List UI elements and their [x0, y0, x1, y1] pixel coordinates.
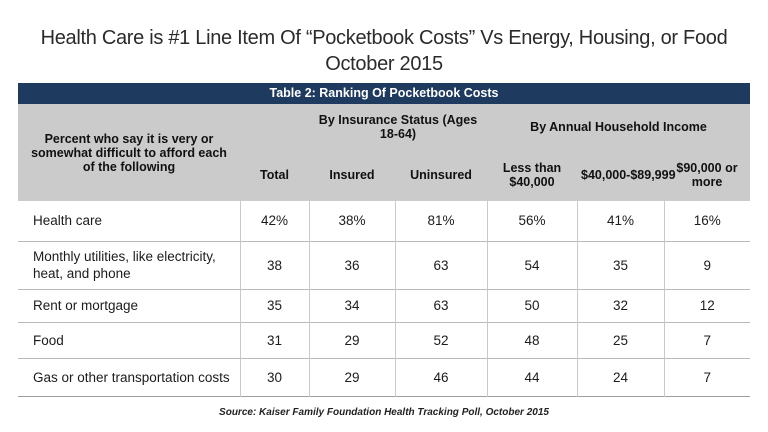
- row-header-label: Percent who say it is very or somewhat d…: [18, 104, 240, 201]
- data-table: Percent who say it is very or somewhat d…: [18, 104, 750, 397]
- cell-value: 63: [394, 241, 487, 289]
- column-header-90k-or-more: $90,000 or more: [664, 149, 750, 201]
- slide-title-line2: October 2015: [325, 53, 443, 75]
- cell-value: 29: [308, 322, 395, 358]
- cell-value: 9: [663, 241, 750, 289]
- cell-value: 52: [394, 322, 487, 358]
- cell-value: 63: [394, 289, 487, 322]
- cell-value: 24: [576, 358, 664, 396]
- cell-value: 48: [486, 322, 577, 358]
- cell-value: 32: [576, 289, 664, 322]
- column-header-less-than-40k: Less than $40,000: [487, 149, 577, 201]
- table-row: Food 31 29 52 48 25 7: [18, 322, 750, 358]
- cell-value: 25: [576, 322, 664, 358]
- slide-title-line1: Health Care is #1 Line Item Of “Pocketbo…: [40, 27, 728, 49]
- cell-value: 41%: [576, 201, 664, 241]
- table-header: Percent who say it is very or somewhat d…: [18, 104, 750, 201]
- cell-value: 50: [486, 289, 577, 322]
- table-caption: Table 2: Ranking Of Pocketbook Costs: [18, 83, 750, 104]
- table-row: Health care 42% 38% 81% 56% 41% 16%: [18, 201, 750, 241]
- column-header-total: Total: [240, 149, 309, 201]
- spacer-cell: [240, 104, 309, 149]
- cell-value: 46: [394, 358, 487, 396]
- header-sub-row: Total Insured Uninsured Less than $40,00…: [18, 149, 750, 201]
- row-label: Monthly utilities, like electricity, hea…: [18, 241, 240, 289]
- cell-value: 56%: [486, 201, 577, 241]
- cell-value: 16%: [663, 201, 750, 241]
- header-group-row: Percent who say it is very or somewhat d…: [18, 104, 750, 201]
- group-header-household-income: By Annual Household Income: [487, 104, 750, 149]
- row-label: Rent or mortgage: [18, 289, 240, 322]
- cell-value: 30: [239, 358, 309, 396]
- cell-value: 34: [308, 289, 395, 322]
- cell-value: 36: [308, 241, 395, 289]
- cell-value: 35: [239, 289, 309, 322]
- cell-value: 38: [239, 241, 309, 289]
- cell-value: 7: [663, 322, 750, 358]
- row-label: Food: [18, 322, 240, 358]
- column-header-40k-89k: $40,000-$89,999: [577, 149, 676, 201]
- source-citation: Source: Kaiser Family Foundation Health …: [219, 407, 549, 418]
- column-header-uninsured: Uninsured: [395, 149, 487, 201]
- cell-value: 81%: [394, 201, 487, 241]
- table-row: Rent or mortgage 35 34 63 50 32 12: [18, 289, 750, 322]
- cell-value: 44: [486, 358, 577, 396]
- group-header-insurance-status: By Insurance Status (Ages 18-64): [309, 104, 487, 149]
- cell-value: 12: [663, 289, 750, 322]
- table-row: Gas or other transportation costs 30 29 46 4…: [18, 358, 750, 396]
- cell-value: 35: [576, 241, 664, 289]
- slide-title: Health Care is #1 Line Item Of “Pocketbo…: [0, 25, 768, 77]
- column-header-insured: Insured: [309, 149, 395, 201]
- cell-value: 38%: [308, 201, 395, 241]
- cell-value: 7: [663, 358, 750, 396]
- cell-value: 29: [308, 358, 395, 396]
- pocketbook-costs-table: Table 2: Ranking Of Pocketbook Costs Per…: [18, 83, 750, 397]
- row-label: Health care: [18, 201, 240, 241]
- cell-value: 54: [486, 241, 577, 289]
- table-row: Monthly utilities, like electricity, hea…: [18, 241, 750, 289]
- row-label: Gas or other transportation costs: [18, 358, 240, 396]
- table-body: Health care 42% 38% 81% 56% 41% 16% Monthly uti…: [18, 201, 750, 396]
- cell-value: 31: [239, 322, 309, 358]
- cell-value: 42%: [239, 201, 309, 241]
